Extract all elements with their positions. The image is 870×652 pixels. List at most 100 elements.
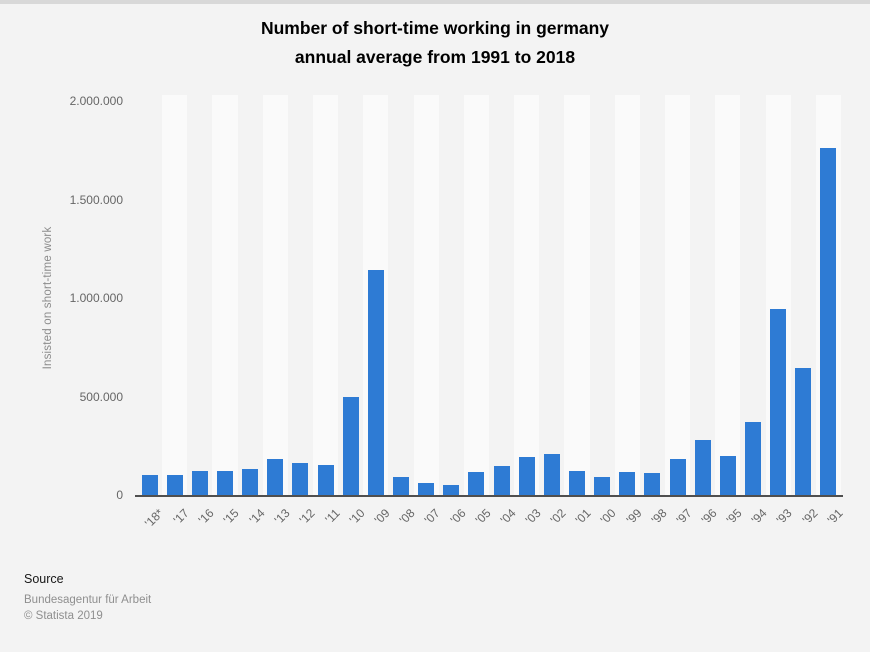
plot-column-'96 [690, 95, 716, 495]
plot-column-'06 [438, 95, 464, 495]
plot-column-'93 [765, 95, 791, 495]
x-tick-cell-'17: '17 [162, 504, 192, 552]
y-tick-label-1.500.000: 1.500.000 [69, 192, 123, 207]
bar-'08[interactable] [392, 476, 409, 495]
plot-column-'13 [262, 95, 288, 495]
plot-column-'92 [790, 95, 816, 495]
bar-'06[interactable] [443, 484, 460, 495]
x-tick-cell-'09: '09 [363, 504, 393, 552]
bar-'93[interactable] [770, 308, 787, 495]
bar-'15[interactable] [216, 471, 233, 495]
chart-title-line2: annual average from 1991 to 2018 [294, 47, 576, 67]
source-copyright: © Statista 2019 [24, 610, 103, 623]
plot-column-'01 [564, 95, 590, 495]
plot-column-'16 [187, 95, 213, 495]
x-tick-cell-'16: '16 [187, 504, 217, 552]
plot-area [137, 95, 841, 495]
plot-column-'10 [338, 95, 364, 495]
x-tick-cell-'94: '94 [740, 504, 770, 552]
plot-column-'07 [413, 95, 439, 495]
x-tick-cell-'95: '95 [715, 504, 745, 552]
bar-'91[interactable] [820, 148, 837, 495]
y-tick-label-0: 0 [116, 488, 123, 502]
plot-column-'17 [162, 95, 188, 495]
x-tick-cell-'92: '92 [791, 504, 820, 552]
plot-column-'95 [715, 95, 741, 495]
x-tick-cell-'98: '98 [640, 504, 669, 552]
bar-'04[interactable] [493, 466, 510, 495]
bar-'03[interactable] [518, 456, 535, 495]
bar-'95[interactable] [719, 455, 736, 495]
x-tick-cell-'00: '00 [590, 504, 619, 552]
x-tick-cell-'05: '05 [464, 504, 493, 552]
plot-column-'99 [614, 95, 640, 495]
bar-'18*[interactable] [141, 474, 158, 495]
window-top-strip [0, 0, 870, 4]
plot-column-'04 [488, 95, 515, 495]
bar-'96[interactable] [694, 440, 711, 495]
bar-'16[interactable] [191, 470, 208, 495]
x-tick-cell-'93: '93 [766, 504, 795, 552]
plot-column-'08 [388, 95, 414, 495]
x-tick-cell-'07: '07 [414, 504, 443, 552]
bar-'14[interactable] [242, 469, 259, 495]
bar-'13[interactable] [267, 458, 284, 495]
x-tick-cell-'13: '13 [263, 504, 292, 552]
x-tick-cell-'96: '96 [690, 504, 720, 552]
x-tick-cell-'91: '91 [816, 504, 845, 552]
plot-column-'05 [463, 95, 489, 495]
y-tick-label-500.000: 500.000 [79, 389, 123, 404]
x-tick-cell-'04: '04 [489, 504, 518, 552]
plot-column-'91 [815, 95, 841, 495]
source-name: Bundesagentur für Arbeit [24, 594, 152, 606]
plot-column-'14 [237, 95, 263, 495]
x-tick-label-'91: '91 [824, 506, 846, 527]
x-tick-cell-'08: '08 [388, 504, 418, 552]
x-tick-cell-'14: '14 [238, 504, 267, 552]
bar-'01[interactable] [568, 471, 585, 495]
y-tick-label-2.000.000: 2.000.000 [69, 94, 123, 108]
chart-title: Number of short-time working in germany … [0, 14, 870, 72]
bar-'05[interactable] [468, 471, 485, 495]
x-tick-cell-'10: '10 [338, 504, 368, 552]
plot-column-'00 [589, 95, 615, 495]
source-heading: Source [24, 572, 64, 586]
plot-column-'12 [287, 95, 313, 495]
bar-'92[interactable] [795, 367, 812, 495]
x-tick-cell-'02: '02 [539, 504, 569, 552]
bar-'98[interactable] [644, 473, 661, 495]
bar-'07[interactable] [418, 483, 435, 495]
x-axis-baseline [135, 495, 843, 497]
x-tick-cell-'11: '11 [313, 504, 342, 552]
chart-title-line1: Number of short-time working in germany [260, 18, 610, 38]
bar-'97[interactable] [669, 458, 686, 495]
plot-column-'18* [137, 95, 163, 495]
plot-column-'98 [639, 95, 665, 495]
plot-column-'03 [514, 95, 540, 495]
bar-'10[interactable] [342, 397, 359, 495]
plot-column-'11 [312, 95, 339, 495]
bar-'94[interactable] [744, 421, 761, 495]
bar-'09[interactable] [367, 269, 384, 495]
bar-'11[interactable] [317, 465, 334, 495]
x-tick-cell-'15: '15 [212, 504, 242, 552]
x-tick-cell-'06: '06 [439, 504, 468, 552]
bar-'99[interactable] [619, 472, 636, 495]
x-tick-cell-'03: '03 [514, 504, 544, 552]
x-tick-cell-'18*: '18* [137, 504, 166, 552]
plot-column-'09 [363, 95, 389, 495]
x-tick-cell-'01: '01 [564, 504, 594, 552]
bar-'02[interactable] [543, 454, 560, 495]
bar-'00[interactable] [594, 477, 611, 495]
y-axis-title: Insisted on short-time work [42, 226, 54, 370]
source-block: Source Bundesagentur für Arbeit © Statis… [24, 572, 151, 624]
y-tick-label-1.000.000: 1.000.000 [69, 291, 123, 305]
bar-'17[interactable] [166, 475, 183, 495]
plot-column-'02 [539, 95, 565, 495]
x-tick-cell-'99: '99 [615, 504, 644, 552]
bar-'12[interactable] [292, 462, 309, 495]
x-tick-labels-layer: '18* '17'16'15'14'13'12'11'10'09'08'07'06… [137, 504, 845, 552]
x-tick-cell-'12: '12 [288, 504, 317, 552]
x-tick-cell-'97: '97 [665, 504, 694, 552]
